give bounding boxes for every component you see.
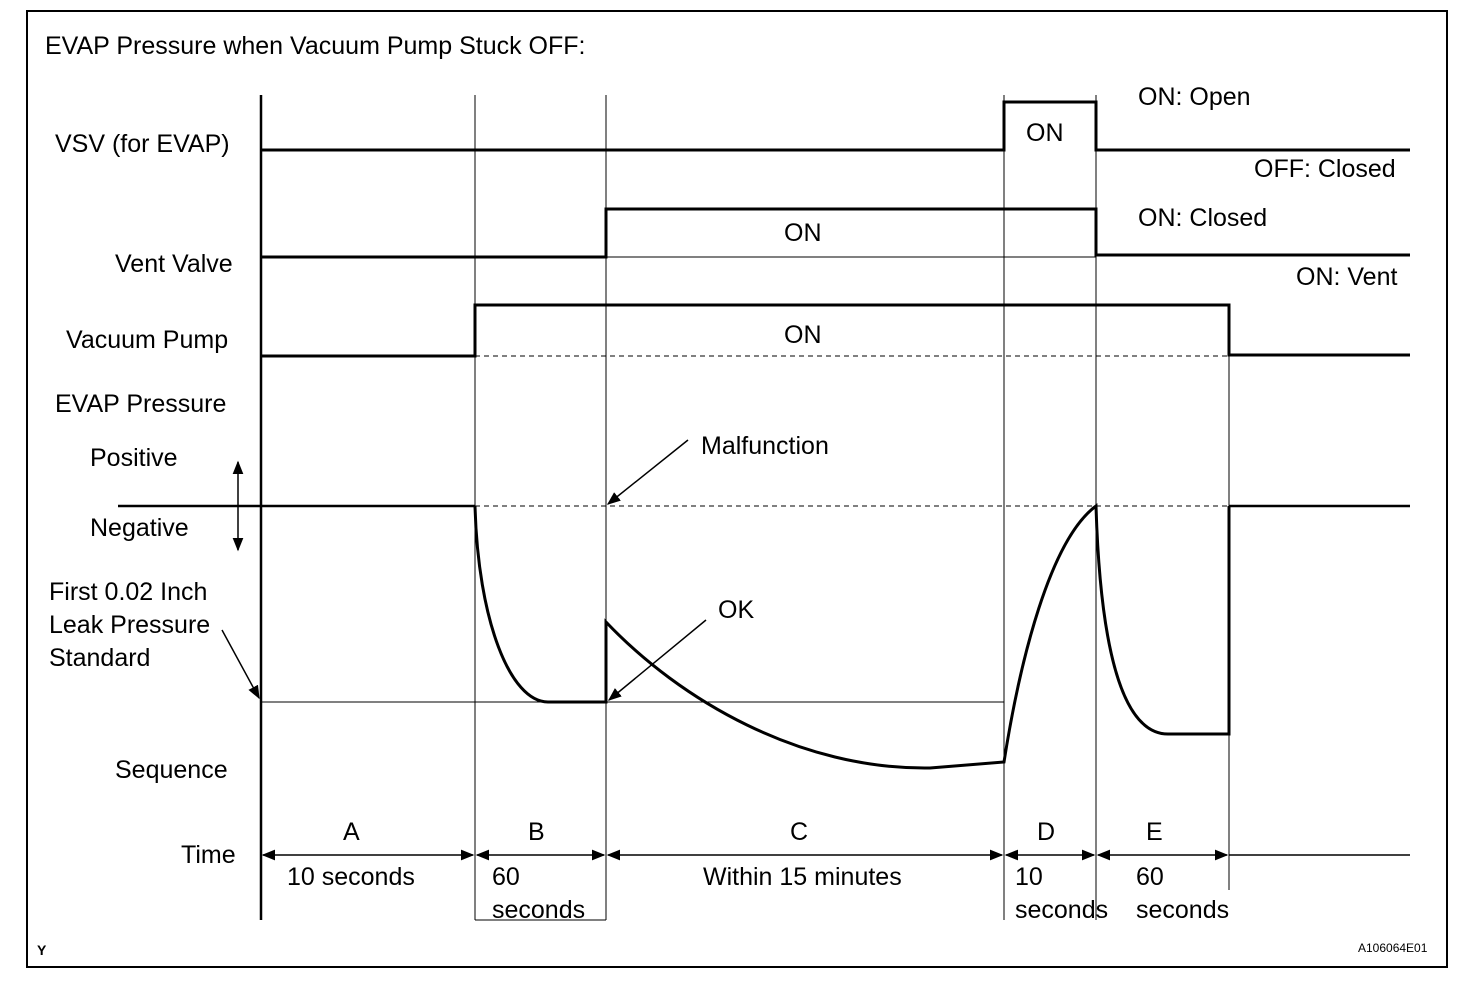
duration-a: 10 seconds: [287, 863, 415, 891]
duration-e-line1: 60: [1136, 863, 1164, 891]
pump-signal: [261, 303, 1410, 358]
phase-boundaries: [474, 95, 1230, 920]
row-label-vsv: VSV (for EVAP): [55, 130, 230, 158]
row-label-time: Time: [181, 841, 236, 869]
duration-e-line2: seconds: [1136, 896, 1229, 924]
vsv-closed-label: OFF: Closed: [1254, 155, 1396, 183]
sequence-a: A: [343, 818, 360, 846]
diagram-title: EVAP Pressure when Vacuum Pump Stuck OFF…: [45, 32, 586, 60]
ok-label: OK: [718, 596, 754, 624]
sequence-e: E: [1146, 818, 1163, 846]
duration-d-line2: seconds: [1015, 896, 1108, 924]
row-label-sequence: Sequence: [115, 756, 228, 784]
figure-code: A106064E01: [1358, 941, 1428, 955]
vent-on-label: ON: [784, 219, 822, 247]
vent-vent-label: ON: Vent: [1296, 263, 1397, 291]
sequence-c: C: [790, 818, 808, 846]
leak-standard-pointer: [221, 629, 260, 700]
leak-standard-line3: Standard: [49, 644, 150, 672]
vsv-open-label: ON: Open: [1138, 83, 1251, 111]
duration-b-line1: 60: [492, 863, 520, 891]
evap-pressure-curve: [473, 503, 1231, 770]
pump-on-label: ON: [784, 321, 822, 349]
sequence-b: B: [528, 818, 545, 846]
row-label-vent: Vent Valve: [115, 250, 233, 278]
duration-b-line2: seconds: [492, 896, 585, 924]
row-label-negative: Negative: [90, 514, 189, 542]
leak-standard-line1: First 0.02 Inch: [49, 578, 207, 606]
row-label-positive: Positive: [90, 444, 178, 472]
leak-standard-line2: Leak Pressure: [49, 611, 210, 639]
vent-signal: [261, 207, 1410, 259]
vsv-on-label: ON: [1026, 119, 1064, 147]
figure-frame: [26, 10, 1448, 968]
malfunction-arrow: [606, 439, 689, 505]
malfunction-label: Malfunction: [701, 432, 829, 460]
duration-d-line1: 10: [1015, 863, 1043, 891]
sequence-d: D: [1037, 818, 1055, 846]
row-label-pump: Vacuum Pump: [66, 326, 228, 354]
duration-c: Within 15 minutes: [703, 863, 902, 891]
row-label-evap: EVAP Pressure: [55, 390, 226, 418]
vent-closed-label: ON: Closed: [1138, 204, 1267, 232]
corner-mark: Y: [37, 942, 47, 958]
ok-arrow: [607, 619, 707, 701]
vsv-signal: [261, 100, 1410, 152]
